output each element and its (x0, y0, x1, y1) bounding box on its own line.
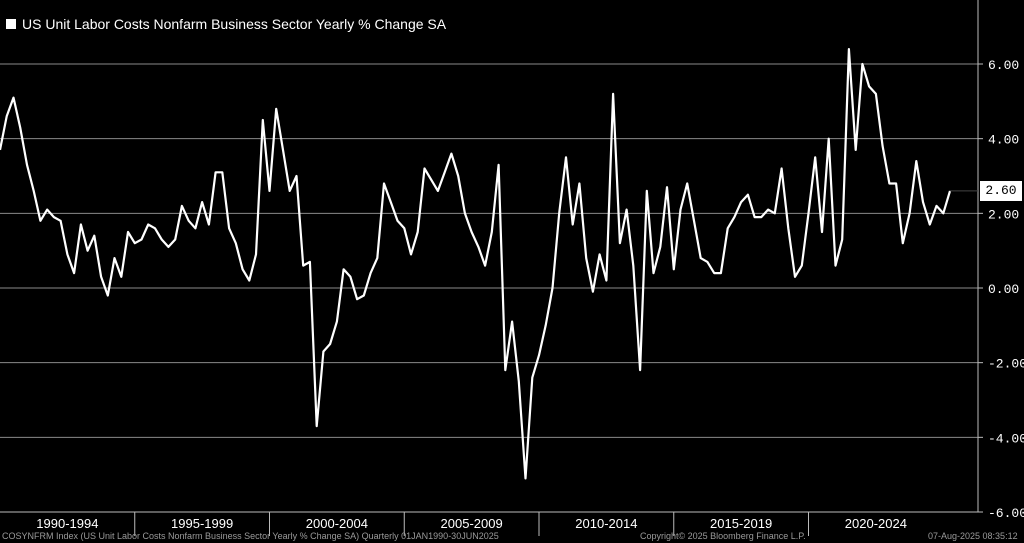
y-tick-label: -4.00 (988, 431, 1024, 446)
chart-title: US Unit Labor Costs Nonfarm Business Sec… (22, 16, 447, 32)
axes (0, 0, 979, 513)
x-tick-label: 1995-1999 (171, 516, 233, 531)
x-axis-tick-labels: 1990-1994 1995-1999 2000-2004 2005-2009 2010… (36, 512, 907, 536)
y-tick-label: -6.00 (988, 506, 1024, 521)
footer-copyright: Copyright© 2025 Bloomberg Finance L.P. (640, 531, 806, 541)
x-tick-label: 2020-2024 (845, 516, 907, 531)
footer-source: COSYNFRM Index (US Unit Labor Costs Nonf… (2, 531, 499, 541)
x-tick-label: 1990-1994 (36, 516, 98, 531)
footer-timestamp: 07-Aug-2025 08:35:12 (928, 531, 1018, 541)
last-value-badge: 2.60 (980, 180, 1022, 201)
x-tick-label: 2000-2004 (306, 516, 368, 531)
y-axis-tick-labels: 6.00 4.00 2.00 0.00 -2.00 -4.00 -6.00 (988, 58, 1024, 521)
y-tick-label: 2.00 (988, 207, 1019, 222)
x-tick-label: 2010-2014 (575, 516, 637, 531)
chart-legend: US Unit Labor Costs Nonfarm Business Sec… (4, 14, 451, 34)
legend-swatch (6, 19, 16, 29)
gridlines (0, 63, 983, 513)
x-tick-label: 2015-2019 (710, 516, 772, 531)
x-tick-label: 2005-2009 (441, 516, 503, 531)
y-tick-label: 6.00 (988, 58, 1019, 73)
series-line (0, 48, 952, 480)
y-tick-label: 0.00 (988, 282, 1019, 297)
plot-area (0, 48, 978, 480)
y-tick-label: 4.00 (988, 133, 1019, 148)
y-tick-label: -2.00 (988, 357, 1024, 372)
